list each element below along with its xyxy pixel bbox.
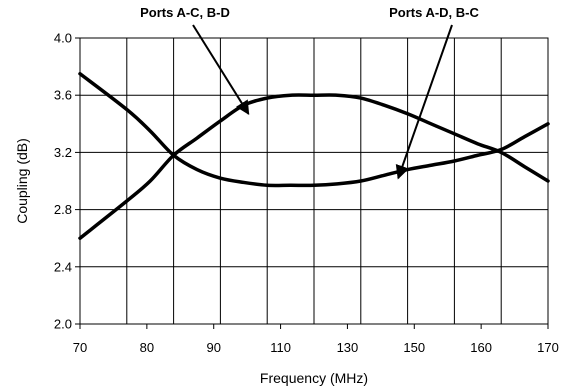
annotation-arrow-ports-ac-bd	[192, 24, 250, 115]
annotation-arrow-ports-ad-bc	[395, 24, 453, 180]
x-tick-label: 170	[537, 340, 559, 355]
series-line-ports-ad-bc	[78, 72, 550, 188]
y-tick-label: 4.0	[54, 31, 72, 46]
x-tick-label: 90	[206, 340, 220, 355]
x-tick-label: 130	[337, 340, 359, 355]
x-axis-ticks: 70 80 90 110 130 150 160 170	[73, 324, 559, 355]
x-tick-label: 110	[270, 340, 291, 355]
y-axis-ticks: 2.0 2.4 2.8 3.2 3.6 4.0	[54, 31, 80, 332]
annotations: Ports A-C, B-D Ports A-D, B-C	[140, 5, 480, 180]
y-tick-label: 3.2	[54, 145, 72, 160]
y-axis-title: Coupling (dB)	[14, 138, 30, 224]
y-tick-label: 2.8	[54, 202, 72, 217]
annotation-label-ports-ad-bc: Ports A-D, B-C	[389, 5, 479, 20]
x-tick-label: 150	[403, 340, 425, 355]
annotation-label-ports-ac-bd: Ports A-C, B-D	[140, 5, 230, 20]
y-tick-label: 3.6	[54, 88, 72, 103]
series-lines	[78, 72, 550, 240]
x-tick-label: 70	[73, 340, 87, 355]
x-axis-title: Frequency (MHz)	[260, 370, 368, 386]
y-tick-label: 2.0	[54, 317, 72, 332]
x-tick-label: 160	[470, 340, 492, 355]
y-tick-label: 2.4	[54, 259, 72, 274]
series-line-ports-ac-bd	[78, 93, 550, 240]
x-tick-label: 80	[140, 340, 154, 355]
